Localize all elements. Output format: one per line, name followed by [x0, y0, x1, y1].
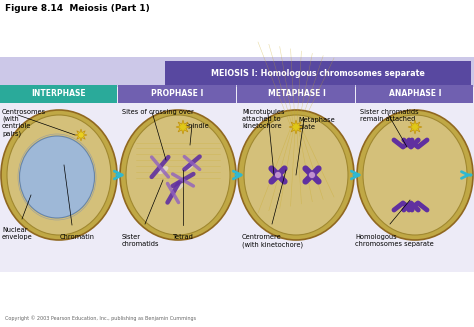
Circle shape	[309, 171, 316, 179]
Ellipse shape	[357, 110, 473, 240]
Ellipse shape	[244, 115, 348, 235]
Ellipse shape	[126, 115, 230, 235]
Bar	[237, 85, 355, 103]
Polygon shape	[289, 120, 303, 134]
Text: Centromere
(with kinetochore): Centromere (with kinetochore)	[242, 234, 303, 248]
Text: Sites of crossing over: Sites of crossing over	[122, 109, 194, 115]
Polygon shape	[75, 129, 87, 141]
Text: MEIOSIS I: Homologous chromosomes separate: MEIOSIS I: Homologous chromosomes separa…	[211, 68, 425, 77]
Bar	[0, 85, 117, 103]
Ellipse shape	[238, 110, 354, 240]
Ellipse shape	[120, 110, 236, 240]
Ellipse shape	[363, 115, 467, 235]
Polygon shape	[176, 120, 190, 134]
Text: Centrosomes
(with
centriole
pairs): Centrosomes (with centriole pairs)	[2, 109, 46, 137]
Text: Metaphase
plate: Metaphase plate	[298, 117, 335, 130]
Ellipse shape	[182, 163, 193, 171]
Text: Sister
chromatids: Sister chromatids	[122, 234, 159, 247]
Ellipse shape	[1, 110, 117, 240]
Text: PROPHASE I: PROPHASE I	[151, 90, 204, 98]
Bar	[0, 57, 474, 87]
Ellipse shape	[173, 183, 183, 191]
Text: ANAPHASE I: ANAPHASE I	[389, 90, 441, 98]
Text: Nuclear
envelope: Nuclear envelope	[2, 227, 33, 240]
Ellipse shape	[157, 166, 168, 174]
Bar	[356, 85, 473, 103]
Polygon shape	[408, 120, 422, 134]
Ellipse shape	[7, 115, 111, 235]
Text: Homologous
chromosomes separate: Homologous chromosomes separate	[355, 234, 434, 247]
Text: Chromatin: Chromatin	[60, 234, 95, 240]
Text: Sister chromatids
remain attached: Sister chromatids remain attached	[360, 109, 419, 122]
Bar	[0, 57, 474, 272]
Ellipse shape	[19, 136, 94, 218]
Bar	[118, 85, 236, 103]
Text: Figure 8.14  Meiosis (Part 1): Figure 8.14 Meiosis (Part 1)	[5, 4, 150, 13]
Text: Copyright © 2003 Pearson Education, Inc., publishing as Benjamin Cummings: Copyright © 2003 Pearson Education, Inc.…	[5, 315, 196, 321]
Circle shape	[274, 171, 282, 179]
Text: Microtubules
attached to
kinetochore: Microtubules attached to kinetochore	[242, 109, 284, 129]
Text: METAPHASE I: METAPHASE I	[267, 90, 326, 98]
Text: Tetrad: Tetrad	[173, 234, 194, 240]
Text: INTERPHASE: INTERPHASE	[32, 90, 86, 98]
Bar	[165, 61, 471, 85]
Text: Spindle: Spindle	[185, 123, 210, 129]
